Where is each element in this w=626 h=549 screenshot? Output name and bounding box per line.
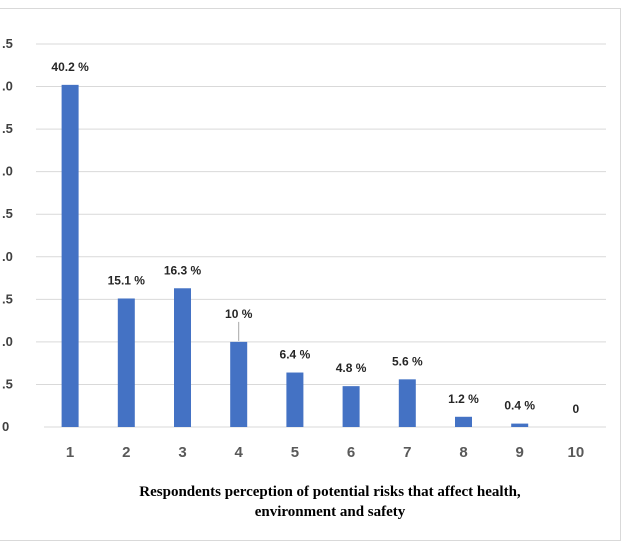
y-tick-label: 0 <box>2 419 9 434</box>
x-tick-label: 9 <box>516 444 524 461</box>
x-tick-label: 7 <box>403 444 411 461</box>
y-tick-label: .5 <box>2 291 13 306</box>
data-label: 15.1 % <box>108 273 146 287</box>
y-tick-label: .0 <box>2 79 13 94</box>
data-label: 0.4 % <box>504 399 535 413</box>
bar <box>511 423 529 427</box>
x-axis-title-line-1: Respondents perception of potential risk… <box>139 484 521 500</box>
y-tick-label: .5 <box>2 206 13 221</box>
y-tick-label: .0 <box>2 334 13 349</box>
x-tick-label: 2 <box>122 444 130 461</box>
x-tick-label: 5 <box>291 444 299 461</box>
data-label: 1.2 % <box>448 392 479 406</box>
bar <box>117 298 135 427</box>
x-tick-label: 1 <box>66 444 74 461</box>
x-tick-label: 10 <box>568 444 585 461</box>
data-label: 6.4 % <box>280 348 311 362</box>
data-label: 16.3 % <box>164 263 202 277</box>
data-label: 40.2 % <box>51 60 89 74</box>
x-tick-label: 6 <box>347 444 355 461</box>
bar <box>61 84 79 427</box>
x-tick-label: 4 <box>235 444 244 461</box>
x-tick-label: 3 <box>178 444 186 461</box>
x-tick-label: 8 <box>459 444 467 461</box>
y-tick-label: .5 <box>2 376 13 391</box>
bar <box>455 416 472 427</box>
chart-frame <box>0 8 621 541</box>
bar <box>286 372 304 427</box>
y-tick-label: .0 <box>2 249 13 264</box>
bar <box>174 288 191 427</box>
y-tick-label: .0 <box>2 164 13 179</box>
bar <box>398 379 416 427</box>
bar <box>230 341 248 427</box>
bar <box>342 386 360 427</box>
y-tick-label: .5 <box>2 121 13 136</box>
y-tick-label: .5 <box>2 36 13 51</box>
data-label: 4.8 % <box>336 361 367 375</box>
x-axis-title-line-2: environment and safety <box>254 504 406 520</box>
data-label: 5.6 % <box>392 354 423 368</box>
data-label: 10 % <box>225 307 253 321</box>
x-axis-title: Respondents perception of potential risk… <box>60 482 600 522</box>
data-label: 0 <box>573 402 580 416</box>
